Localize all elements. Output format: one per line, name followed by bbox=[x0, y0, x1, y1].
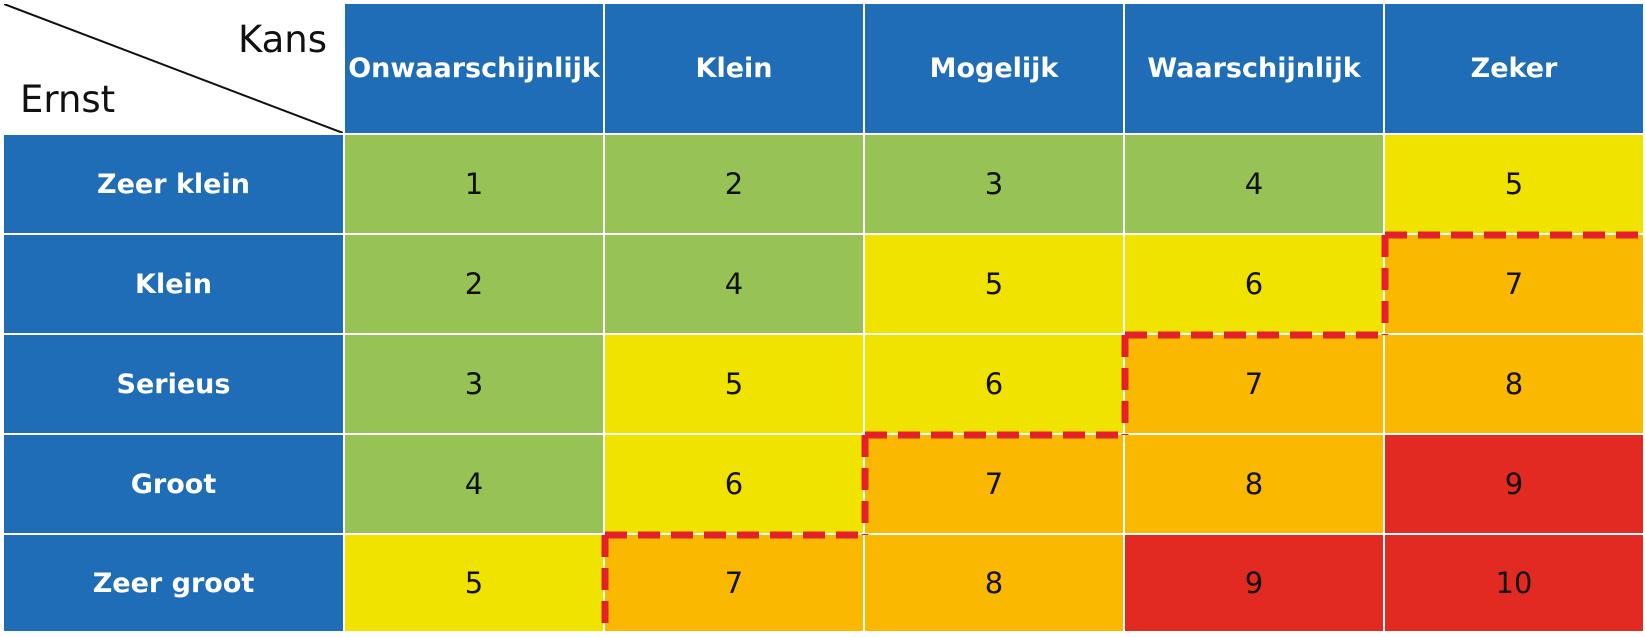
column-header: Onwaarschijnlijk bbox=[345, 4, 603, 133]
matrix-cell: 5 bbox=[345, 535, 603, 631]
row-header: Groot bbox=[4, 435, 343, 533]
matrix-cell: 7 bbox=[1385, 235, 1643, 333]
matrix-cell: 3 bbox=[865, 135, 1123, 233]
matrix-cell: 8 bbox=[865, 535, 1123, 631]
matrix-cell: 10 bbox=[1385, 535, 1643, 631]
matrix-cell: 7 bbox=[865, 435, 1123, 533]
row-header: Zeer groot bbox=[4, 535, 343, 631]
corner-diagonal bbox=[4, 4, 343, 133]
row-header: Serieus bbox=[4, 335, 343, 433]
matrix-cell: 2 bbox=[345, 235, 603, 333]
matrix-cell: 2 bbox=[605, 135, 863, 233]
matrix-cell: 6 bbox=[605, 435, 863, 533]
matrix-cell: 7 bbox=[605, 535, 863, 631]
matrix-cell: 6 bbox=[865, 335, 1123, 433]
column-header: Zeker bbox=[1385, 4, 1643, 133]
matrix-cell: 5 bbox=[865, 235, 1123, 333]
row-axis-label: Ernst bbox=[20, 78, 116, 121]
matrix-cell: 4 bbox=[345, 435, 603, 533]
matrix-corner: Kans Ernst bbox=[4, 4, 343, 133]
row-header: Zeer klein bbox=[4, 135, 343, 233]
matrix-cell: 7 bbox=[1125, 335, 1383, 433]
column-axis-label: Kans bbox=[237, 18, 327, 61]
matrix-cell: 4 bbox=[605, 235, 863, 333]
matrix-cell: 8 bbox=[1125, 435, 1383, 533]
matrix-cell: 5 bbox=[1385, 135, 1643, 233]
row-header: Klein bbox=[4, 235, 343, 333]
column-header: Waarschijnlijk bbox=[1125, 4, 1383, 133]
matrix-cell: 9 bbox=[1385, 435, 1643, 533]
matrix-cell: 6 bbox=[1125, 235, 1383, 333]
matrix-cell: 9 bbox=[1125, 535, 1383, 631]
matrix-cell: 5 bbox=[605, 335, 863, 433]
matrix-cell: 3 bbox=[345, 335, 603, 433]
column-header: Klein bbox=[605, 4, 863, 133]
matrix-cell: 4 bbox=[1125, 135, 1383, 233]
matrix-cell: 1 bbox=[345, 135, 603, 233]
column-header: Mogelijk bbox=[865, 4, 1123, 133]
matrix-cell: 8 bbox=[1385, 335, 1643, 433]
